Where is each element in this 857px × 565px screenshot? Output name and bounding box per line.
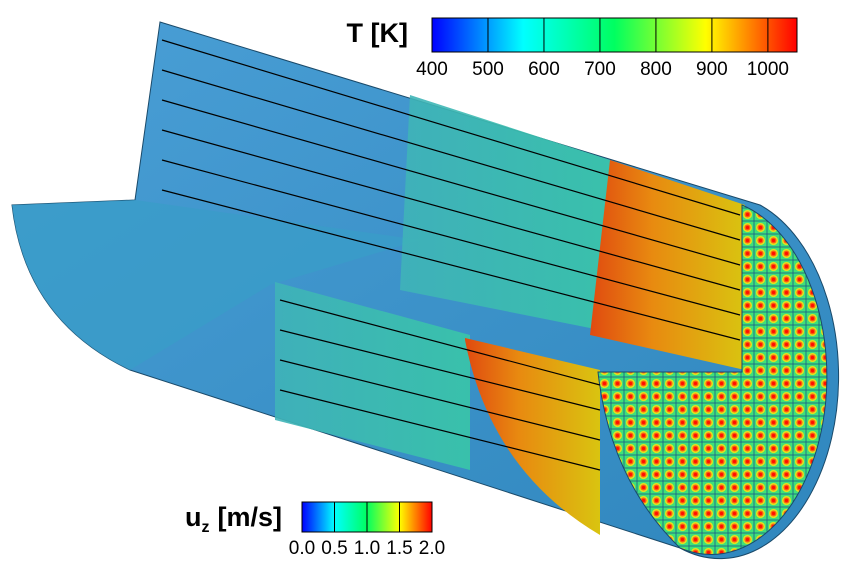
colorbar-title: uz [m/s] [185, 502, 282, 536]
tick-label: 1.5 [386, 538, 412, 559]
streamline [161, 129, 741, 291]
tick-label: 500 [472, 59, 504, 80]
streamline [161, 39, 741, 216]
upper-hot-zone [590, 160, 745, 370]
streamline [279, 389, 601, 471]
tick-label: 700 [584, 59, 616, 80]
streamline [279, 359, 601, 441]
colorbar-title: T [K] [347, 18, 408, 48]
tick-label: 2.0 [419, 538, 445, 559]
tick-label: 900 [696, 59, 728, 80]
scene [11, 21, 840, 560]
streamline [161, 159, 741, 316]
tick-label: 0.5 [321, 538, 347, 559]
upper-bundle [400, 95, 610, 330]
tick-label: 400 [416, 59, 448, 80]
tick-label: 1000 [747, 59, 789, 80]
lower-hot-zone [465, 338, 600, 535]
streamline [279, 299, 601, 386]
streamline [161, 189, 741, 341]
title-suffix: [m/s] [218, 502, 283, 532]
tick-label: 800 [640, 59, 672, 80]
cut-plane [12, 200, 420, 370]
end-face [597, 204, 828, 555]
streamline [161, 99, 741, 266]
title-main: u [185, 502, 202, 532]
title-subscript: z [202, 519, 210, 536]
tick-label: 0.0 [289, 538, 315, 559]
streamline [279, 329, 601, 411]
streamlines [161, 39, 741, 471]
tick-label: 600 [528, 59, 560, 80]
colorbar [431, 17, 798, 53]
lower-bundle [275, 282, 470, 470]
tick-label: 1.0 [354, 538, 380, 559]
streamline [161, 69, 741, 241]
